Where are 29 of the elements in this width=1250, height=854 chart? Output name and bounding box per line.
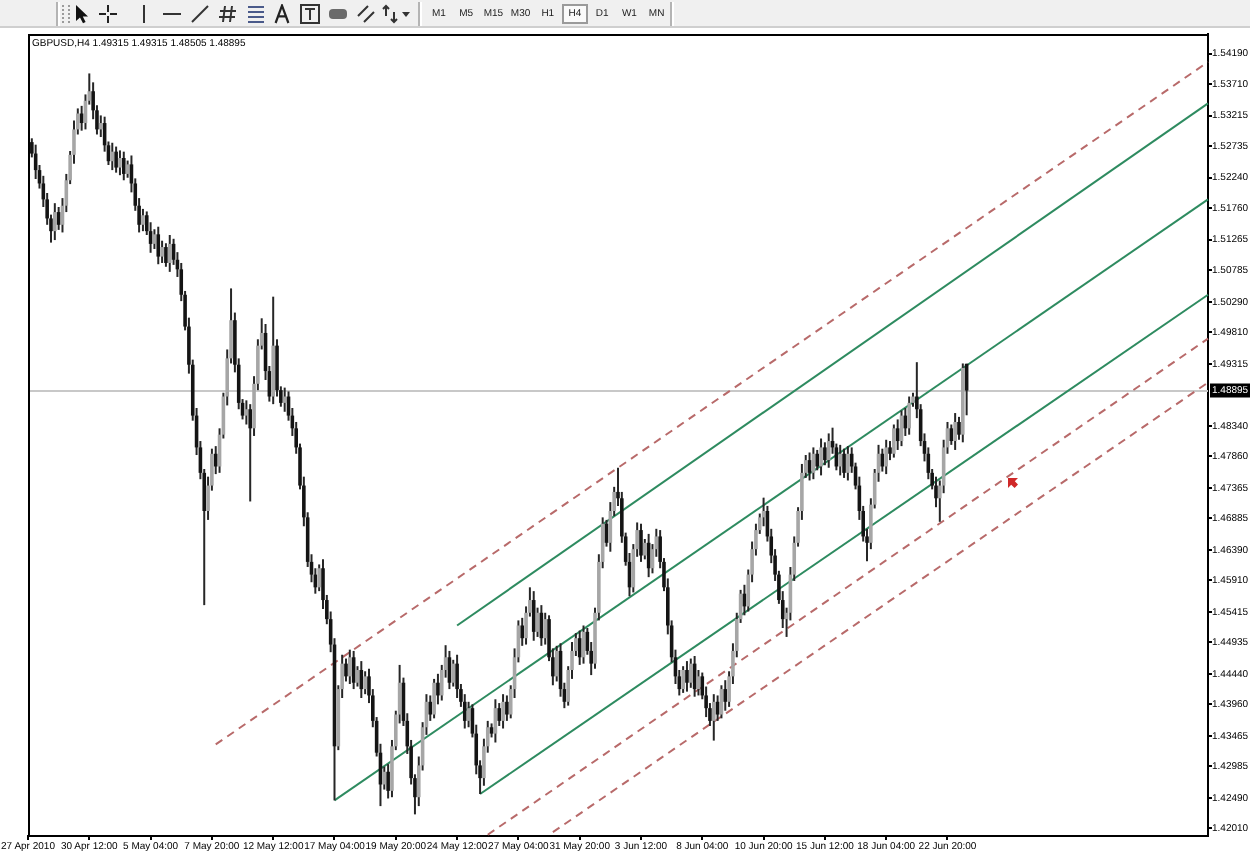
- candlestick: [348, 648, 352, 685]
- candlestick: [826, 432, 831, 469]
- candlestick: [823, 441, 827, 467]
- candlestick: [685, 660, 689, 693]
- candlestick: [819, 437, 823, 477]
- candlestick: [531, 590, 536, 642]
- candlestick: [121, 150, 126, 182]
- candlestick: [846, 445, 850, 482]
- candlestick: [53, 202, 57, 242]
- candlestick: [681, 665, 685, 694]
- candlestick: [688, 657, 693, 689]
- candlestick: [842, 447, 846, 479]
- candlestick: [892, 423, 896, 459]
- candlestick: [884, 438, 888, 476]
- candlestick: [114, 145, 118, 174]
- candlestick: [907, 395, 911, 436]
- candlestick: [110, 141, 115, 172]
- candlestick: [455, 653, 459, 699]
- candlestick: [167, 233, 172, 273]
- candlestick: [639, 522, 643, 563]
- candlestick: [156, 225, 161, 266]
- candlestick: [723, 679, 728, 712]
- candlestick: [432, 677, 436, 720]
- candlestick: [838, 443, 843, 477]
- candlestick: [164, 242, 168, 268]
- candlestick: [953, 412, 957, 451]
- candlestick: [711, 693, 716, 742]
- candlestick: [118, 149, 122, 177]
- candlestick: [501, 693, 505, 730]
